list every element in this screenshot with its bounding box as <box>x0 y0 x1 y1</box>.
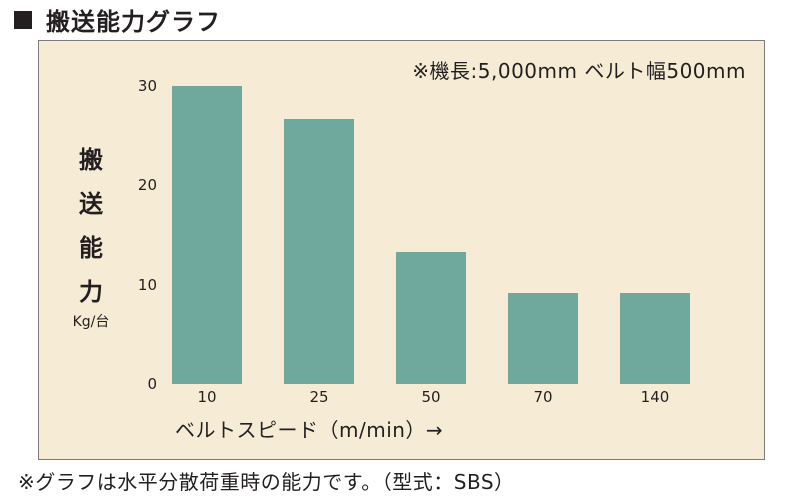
square-bullet-icon <box>14 10 32 29</box>
y-tick-label: 30 <box>137 77 157 95</box>
y-tick-label: 10 <box>137 275 157 294</box>
y-label-char: 送 <box>79 190 103 218</box>
chart-panel: ※機長:5,000mm ベルト幅500mm 搬 送 能 力 Kg/台 ベルトスピ… <box>38 40 765 460</box>
bar <box>508 292 578 384</box>
y-axis-unit: Kg/台 <box>72 314 110 330</box>
y-label-char: 搬 <box>79 146 103 174</box>
x-tick-label: 140 <box>640 388 670 406</box>
chart-heading: 搬送能力グラフ <box>14 2 221 37</box>
y-axis-label: 搬 送 能 力 Kg/台 <box>69 138 113 332</box>
x-tick-label: 70 <box>533 388 553 406</box>
x-axis-label: ベルトスピード（m/min）→ <box>175 418 444 442</box>
y-label-char: 能 <box>79 234 103 262</box>
x-tick-label: 10 <box>197 388 217 406</box>
y-tick-label: 0 <box>147 375 157 393</box>
footnote: ※グラフは水平分散荷重時の能力です。（型式：SBS） <box>18 470 515 494</box>
bar <box>172 86 242 384</box>
y-label-char: 力 <box>79 278 103 306</box>
x-tick-label: 25 <box>309 388 329 406</box>
spec-note: ※機長:5,000mm ベルト幅500mm <box>412 59 746 83</box>
bar <box>284 118 354 384</box>
x-tick-label: 50 <box>421 388 441 406</box>
bar <box>396 251 466 384</box>
chart-title: 搬送能力グラフ <box>46 8 221 36</box>
y-tick-label: 20 <box>137 176 157 195</box>
bar <box>620 292 690 384</box>
